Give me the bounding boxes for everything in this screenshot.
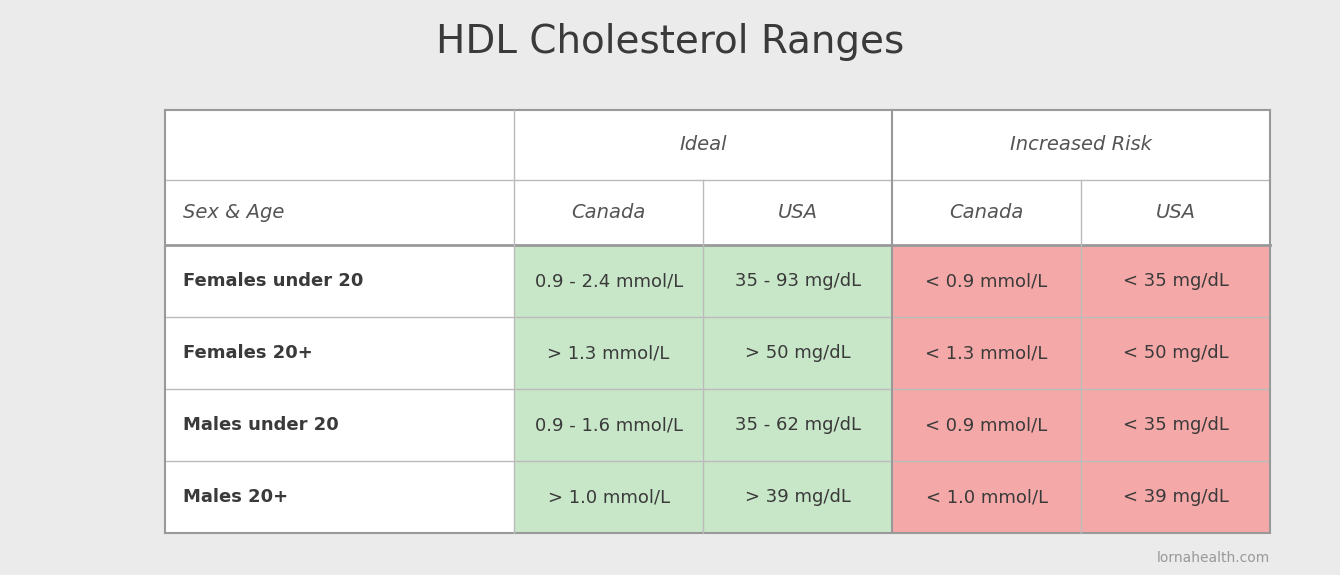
Bar <box>892 317 1081 389</box>
Bar <box>892 461 1081 533</box>
Text: Sex & Age: Sex & Age <box>184 203 284 222</box>
Bar <box>1081 245 1270 317</box>
Text: > 39 mg/dL: > 39 mg/dL <box>745 488 851 506</box>
Text: Males 20+: Males 20+ <box>184 488 288 506</box>
Text: Canada: Canada <box>949 203 1024 222</box>
Text: 35 - 93 mg/dL: 35 - 93 mg/dL <box>734 272 860 290</box>
Bar <box>515 461 704 533</box>
Text: < 0.9 mmol/L: < 0.9 mmol/L <box>926 416 1048 434</box>
Text: 0.9 - 1.6 mmol/L: 0.9 - 1.6 mmol/L <box>535 416 682 434</box>
Text: Canada: Canada <box>571 203 646 222</box>
Bar <box>1081 389 1270 461</box>
Text: < 39 mg/dL: < 39 mg/dL <box>1123 488 1229 506</box>
Text: 0.9 - 2.4 mmol/L: 0.9 - 2.4 mmol/L <box>535 272 683 290</box>
Text: Ideal: Ideal <box>679 136 726 155</box>
Bar <box>704 317 892 389</box>
Text: Females 20+: Females 20+ <box>184 344 312 362</box>
Text: HDL Cholesterol Ranges: HDL Cholesterol Ranges <box>436 23 904 61</box>
Text: 35 - 62 mg/dL: 35 - 62 mg/dL <box>734 416 860 434</box>
Bar <box>515 389 704 461</box>
Text: > 1.0 mmol/L: > 1.0 mmol/L <box>548 488 670 506</box>
Bar <box>515 245 704 317</box>
Bar <box>165 110 1270 533</box>
Bar <box>704 389 892 461</box>
Text: < 35 mg/dL: < 35 mg/dL <box>1123 416 1229 434</box>
Text: USA: USA <box>1155 203 1195 222</box>
Text: < 35 mg/dL: < 35 mg/dL <box>1123 272 1229 290</box>
Bar <box>704 245 892 317</box>
Bar <box>892 389 1081 461</box>
Text: lornahealth.com: lornahealth.com <box>1156 551 1270 565</box>
Bar <box>515 317 704 389</box>
Text: Males under 20: Males under 20 <box>184 416 339 434</box>
Text: Increased Risk: Increased Risk <box>1010 136 1152 155</box>
Text: USA: USA <box>777 203 817 222</box>
Text: < 1.3 mmol/L: < 1.3 mmol/L <box>926 344 1048 362</box>
Text: > 50 mg/dL: > 50 mg/dL <box>745 344 851 362</box>
Bar <box>1081 317 1270 389</box>
Bar <box>1081 461 1270 533</box>
Text: < 0.9 mmol/L: < 0.9 mmol/L <box>926 272 1048 290</box>
Bar <box>892 245 1081 317</box>
Text: > 1.3 mmol/L: > 1.3 mmol/L <box>548 344 670 362</box>
Bar <box>704 461 892 533</box>
Text: < 50 mg/dL: < 50 mg/dL <box>1123 344 1229 362</box>
Text: < 1.0 mmol/L: < 1.0 mmol/L <box>926 488 1048 506</box>
Text: Females under 20: Females under 20 <box>184 272 363 290</box>
